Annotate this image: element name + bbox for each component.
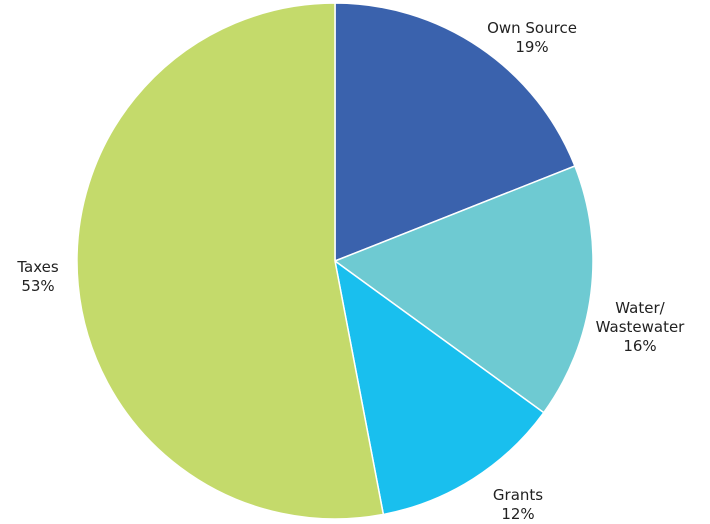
pie-slice-taxes: [76, 2, 385, 520]
label-water-wastewater-name-line1: Water/: [615, 299, 665, 317]
label-own-source-value: 19%: [515, 38, 549, 56]
label-own-source: Own Source 19%: [462, 19, 602, 57]
label-grants: Grants 12%: [478, 486, 558, 524]
pie-slice-grants: [333, 259, 545, 516]
label-grants-value: 12%: [501, 505, 535, 523]
pie-slice-own-source: [334, 2, 576, 263]
label-water-wastewater: Water/ Wastewater 16%: [580, 299, 700, 356]
pie-slice-water-wastewater: [333, 165, 594, 414]
label-water-wastewater-value: 16%: [623, 337, 657, 355]
label-taxes-value: 53%: [21, 277, 55, 295]
label-grants-name: Grants: [492, 486, 544, 504]
label-water-wastewater-name-line2: Wastewater: [595, 318, 685, 336]
label-own-source-name: Own Source: [487, 19, 577, 37]
label-taxes-name: Taxes: [17, 258, 59, 276]
label-taxes: Taxes 53%: [6, 258, 70, 296]
